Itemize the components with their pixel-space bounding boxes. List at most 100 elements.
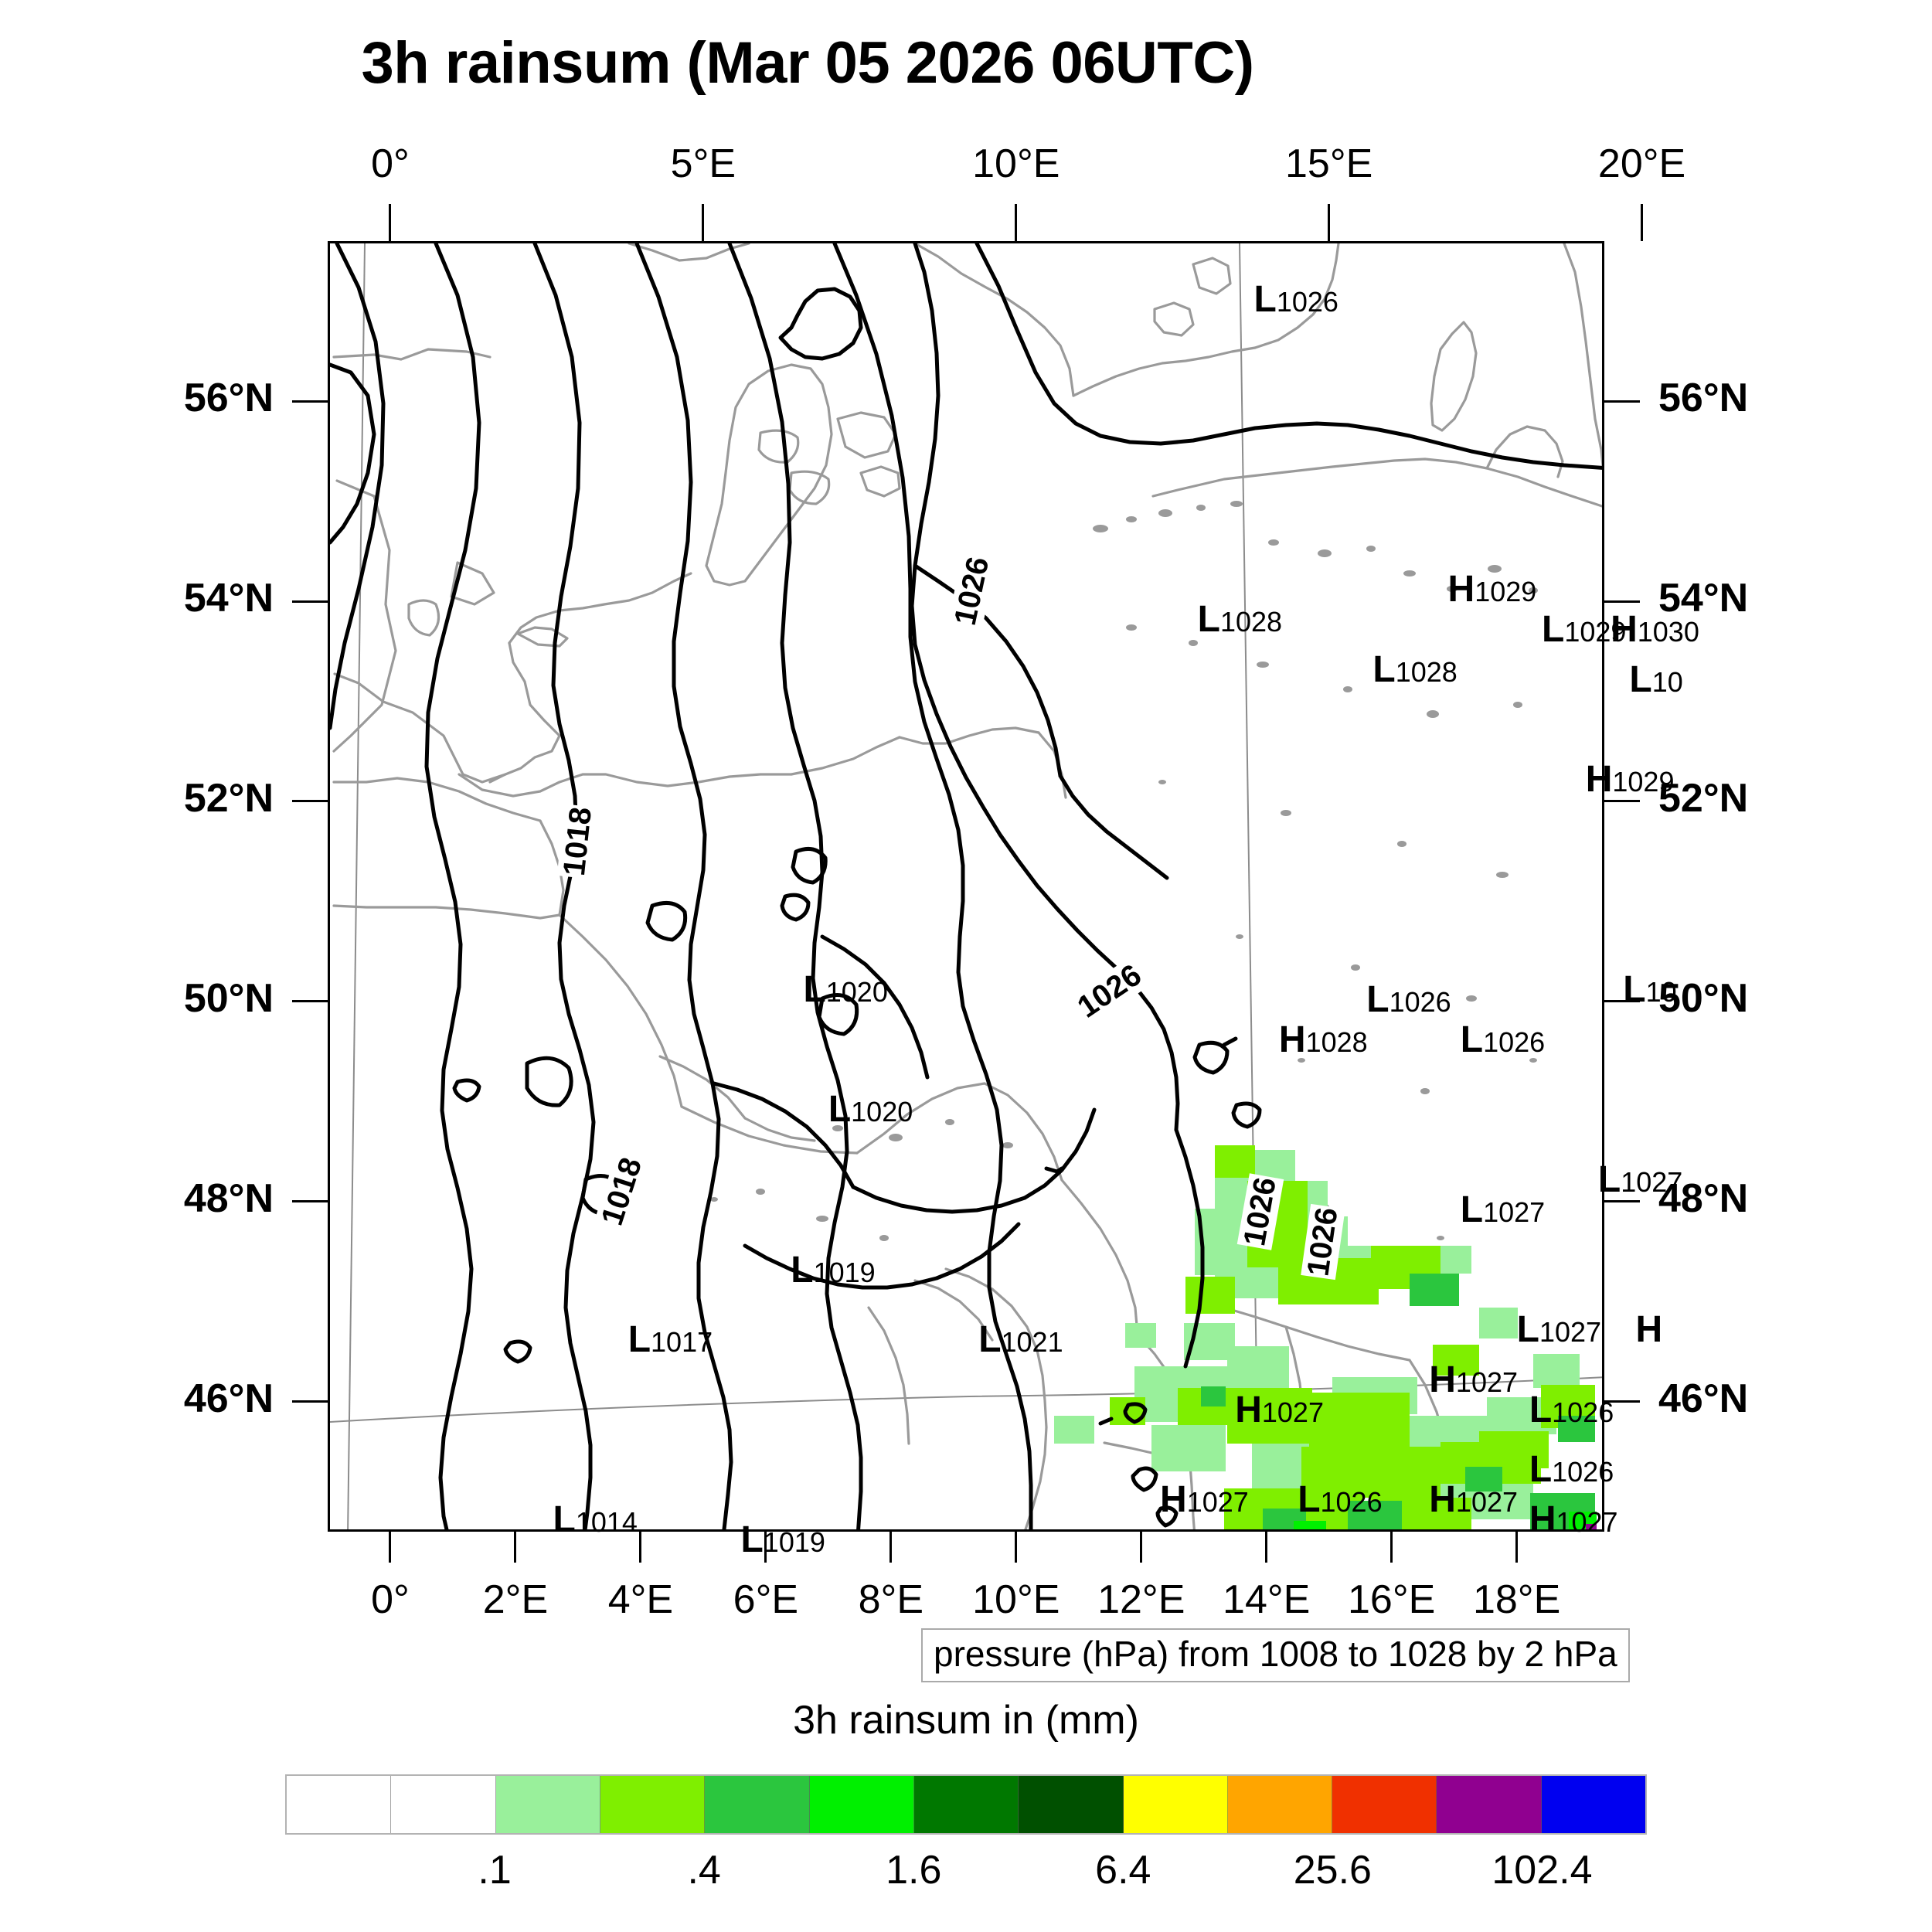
pressure-extremum-marker: L (553, 1499, 576, 1541)
pressure-low-label-3: L1029 (1542, 611, 1626, 648)
right-tick-0 (1604, 400, 1640, 403)
colorbar-segment-1[interactable] (391, 1776, 496, 1833)
pressure-low-label-5: L1028 (1372, 651, 1457, 689)
colorbar-segment-12[interactable] (1541, 1776, 1646, 1833)
bottom-longitude-label-4: 8°E (858, 1577, 924, 1622)
bottom-tick-3 (764, 1532, 767, 1563)
colorbar-segment-2[interactable] (495, 1776, 600, 1833)
pressure-low-label-9: L1020 (828, 1091, 913, 1128)
pressure-extremum-value: 1029 (1475, 576, 1537, 608)
pressure-high-label-20: H (1635, 1311, 1662, 1349)
pressure-low-label-24: L1026 (1529, 1451, 1614, 1488)
pressure-high-label-4: H1030 (1611, 611, 1699, 648)
left-tick-4 (292, 1200, 328, 1203)
right-tick-2 (1604, 800, 1640, 803)
colorbar-title: 3h rainsum in (mm) (793, 1698, 1139, 1743)
pressure-extremum-marker: L (1623, 969, 1646, 1011)
left-tick-0 (292, 400, 328, 403)
pressure-high-label-23: H1027 (1235, 1391, 1324, 1429)
colorbar-segment-4[interactable] (705, 1776, 810, 1833)
colorbar-segment-10[interactable] (1332, 1776, 1437, 1833)
right-latitude-label-4: 48°N (1658, 1175, 1749, 1221)
pressure-high-label-25: H1027 (1429, 1481, 1518, 1519)
top-tick-4 (1641, 204, 1644, 241)
colorbar-segment-8[interactable] (1123, 1776, 1228, 1833)
pressure-extremum-marker: H (1447, 569, 1475, 611)
colorbar-segment-5[interactable] (809, 1776, 914, 1833)
pressure-extremum-marker: L (1629, 658, 1652, 700)
bottom-longitude-label-6: 12°E (1097, 1577, 1185, 1622)
pressure-extremum-marker: L (1542, 608, 1565, 650)
pressure-extremum-marker: L (828, 1089, 852, 1131)
colorbar-segment-11[interactable] (1437, 1776, 1542, 1833)
left-latitude-label-3: 50°N (183, 975, 274, 1021)
bottom-longitude-label-1: 2°E (482, 1577, 549, 1622)
pressure-extremum-value: 1026 (1483, 1026, 1546, 1058)
bottom-tick-7 (1265, 1532, 1268, 1563)
pressure-extremum-marker: H (1160, 1479, 1187, 1521)
right-latitude-label-5: 46°N (1658, 1376, 1749, 1421)
bottom-tick-0 (389, 1532, 392, 1563)
colorbar-segment-0[interactable] (287, 1776, 392, 1833)
colorbar-tick-label-1: .4 (687, 1848, 721, 1893)
top-longitude-label-2: 10°E (972, 141, 1060, 186)
colorbar-tick-label-5: 102.4 (1492, 1848, 1593, 1893)
top-longitude-label-3: 15°E (1285, 141, 1373, 186)
top-longitude-label-0: 0° (371, 141, 410, 186)
colorbar-segment-9[interactable] (1227, 1776, 1333, 1833)
bottom-longitude-label-0: 0° (371, 1577, 410, 1622)
colorbar-segment-3[interactable] (600, 1776, 706, 1833)
pressure-high-label-26: H1027 (1160, 1481, 1249, 1519)
top-tick-2 (1015, 204, 1018, 241)
pressure-extremum-value: 1019 (763, 1526, 825, 1559)
pressure-extremum-marker: L (1460, 1019, 1484, 1060)
pressure-high-label-21: H1027 (1429, 1361, 1518, 1399)
pressure-extremum-marker: L (1372, 648, 1396, 690)
pressure-extremum-value: 1027 (1261, 1396, 1324, 1428)
pressure-extremum-marker: L (1529, 1389, 1553, 1430)
pressure-low-label-13: L10 (1623, 971, 1676, 1009)
pressure-extremum-value: 1020 (851, 1096, 913, 1128)
colorbar-tick-label-4: 25.6 (1293, 1848, 1372, 1893)
pressure-extremum-value: 1027 (1621, 1166, 1683, 1198)
pressure-extremum-value: 1026 (1389, 985, 1451, 1018)
pressure-extremum-marker: L (791, 1249, 814, 1291)
pressure-extremum-marker: L (1597, 1159, 1621, 1200)
pressure-extremum-marker: H (1585, 759, 1613, 801)
colorbar-tick-labels: .1 .4 1.6 6.4 25.6 102.4 (285, 1847, 1647, 1901)
bottom-longitude-label-8: 16°E (1347, 1577, 1436, 1622)
colorbar-segment-7[interactable] (1019, 1776, 1124, 1833)
pressure-extremum-marker: H (1635, 1309, 1663, 1351)
pressure-extremum-marker: L (1516, 1309, 1539, 1351)
pressure-extremum-value: 1027 (1539, 1316, 1602, 1349)
precipitation-shading (1054, 1145, 1597, 1529)
page-title: 3h rainsum (Mar 05 2026 06UTC) (361, 30, 1254, 96)
colorbar-segment-6[interactable] (913, 1776, 1019, 1833)
pressure-low-label-30: L1019 (740, 1522, 825, 1559)
map-plot-area[interactable] (328, 241, 1604, 1532)
left-latitude-label-5: 46°N (183, 1376, 274, 1421)
pressure-extremum-value: 1027 (1455, 1486, 1519, 1519)
map-svg (330, 243, 1602, 1529)
right-tick-5 (1604, 1400, 1640, 1403)
pressure-low-label-27: L1026 (1298, 1481, 1382, 1519)
colorbar[interactable] (285, 1774, 1647, 1835)
pressure-low-label-19: L1027 (1517, 1311, 1601, 1349)
pressure-extremum-value: 1021 (1001, 1326, 1063, 1359)
contour-inline-label-1: 1018 (556, 804, 600, 879)
pressure-extremum-value: 1027 (1556, 1506, 1618, 1539)
pressure-high-label-28: H1027 (1529, 1502, 1618, 1539)
top-tick-0 (389, 204, 392, 241)
bottom-longitude-label-5: 10°E (972, 1577, 1060, 1622)
top-longitude-label-1: 5°E (670, 141, 736, 186)
bottom-longitude-label-2: 4°E (607, 1577, 674, 1622)
bottom-tick-6 (1140, 1532, 1143, 1563)
left-latitude-label-2: 52°N (183, 775, 274, 821)
pressure-extremum-value: 10 (1651, 665, 1683, 698)
left-tick-3 (292, 1000, 328, 1003)
pressure-extremum-marker: H (1611, 608, 1638, 650)
left-latitude-label-1: 54°N (183, 576, 274, 621)
isobar-contours (330, 243, 1602, 1529)
bottom-longitude-label-7: 14°E (1223, 1577, 1311, 1622)
pressure-extremum-value: 1029 (1564, 615, 1627, 648)
